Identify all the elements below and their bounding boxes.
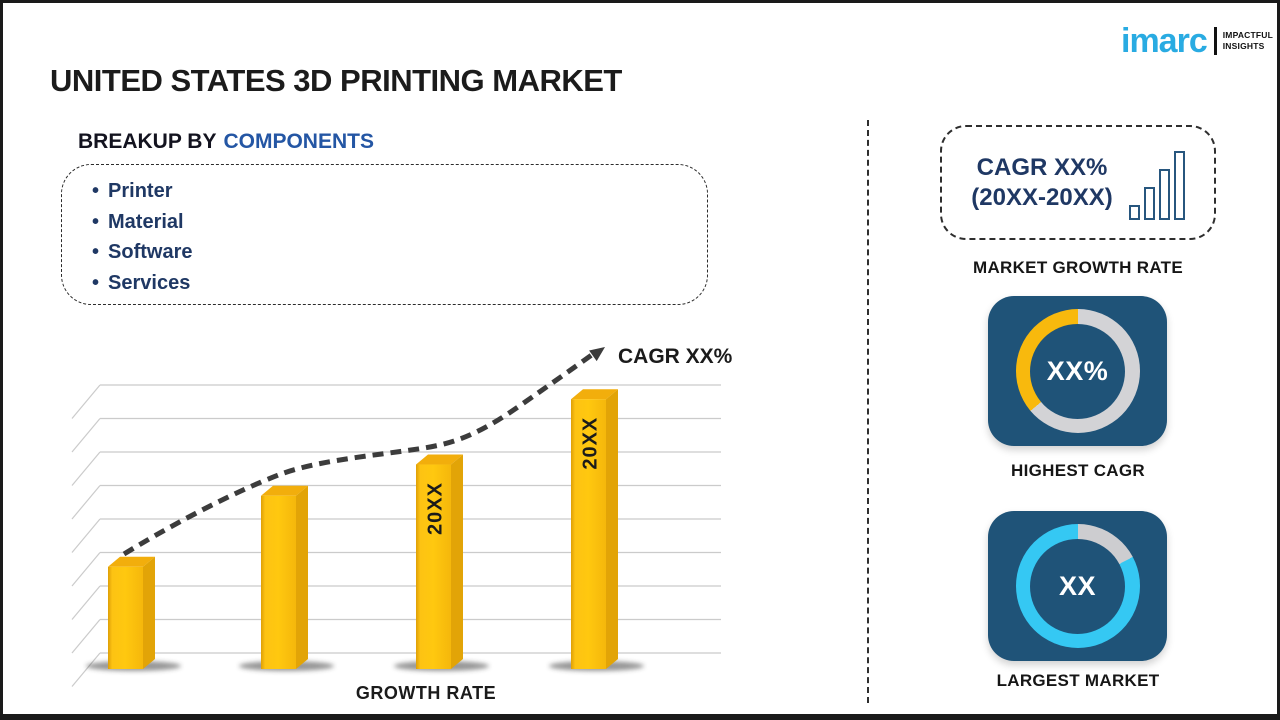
highest-cagr-card: XX% bbox=[988, 296, 1167, 446]
growth-bar-chart: 20XX 20XX bbox=[71, 347, 721, 687]
components-list-box: • Printer • Material • Software • Services bbox=[61, 164, 708, 305]
svg-text:20XX: 20XX bbox=[425, 482, 447, 535]
imarc-logo: imarc IMPACTFUL INSIGHTS bbox=[1121, 19, 1273, 63]
chart-x-axis-label: GROWTH RATE bbox=[355, 683, 497, 703]
list-item: • Services bbox=[92, 271, 191, 294]
largest-market-card: XX bbox=[988, 511, 1167, 661]
components-list: • Printer • Material • Software • Services bbox=[92, 176, 687, 298]
page-title: UNITED STATES 3D PRINTING MARKET bbox=[50, 63, 622, 98]
cagr-box-line1: CAGR XX% bbox=[976, 154, 1108, 182]
list-item: • Software bbox=[92, 241, 193, 263]
section-divider bbox=[867, 120, 869, 703]
largest-market-caption: LARGEST MARKET bbox=[996, 671, 1160, 690]
bullet-icon: • bbox=[92, 271, 100, 294]
breakup-heading-highlight: COMPONENTS bbox=[223, 130, 374, 153]
imarc-logo-word: imarc bbox=[1121, 22, 1208, 60]
logo-tagline: IMPACTFUL INSIGHTS bbox=[1223, 30, 1273, 51]
bullet-icon: • bbox=[92, 180, 100, 202]
largest-market-donut: XX bbox=[1015, 524, 1140, 648]
list-item: • Printer bbox=[92, 180, 173, 202]
bullet-icon: • bbox=[92, 241, 100, 263]
logo-divider bbox=[1213, 27, 1217, 55]
breakup-heading: BREAKUP BY COMPONENTS bbox=[78, 130, 374, 154]
cagr-box-line2: (20XX-20XX) bbox=[971, 183, 1113, 211]
list-item: • Material bbox=[92, 210, 184, 233]
svg-text:20XX: 20XX bbox=[580, 417, 602, 470]
breakup-heading-prefix: BREAKUP BY bbox=[78, 130, 217, 153]
market-growth-rate-box: CAGR XX% (20XX-20XX) bbox=[940, 125, 1216, 240]
cagr-box-text: CAGR XX% (20XX-20XX) bbox=[971, 153, 1112, 212]
highest-cagr-donut: XX% bbox=[1015, 309, 1140, 433]
bullet-icon: • bbox=[92, 210, 100, 233]
logo-tagline-line2: INSIGHTS bbox=[1222, 41, 1265, 51]
market-growth-rate-caption: MARKET GROWTH RATE bbox=[972, 258, 1183, 277]
highest-cagr-value: XX% bbox=[1046, 355, 1109, 386]
highest-cagr-caption: HIGHEST CAGR bbox=[1011, 461, 1145, 480]
logo-tagline-line1: IMPACTFUL bbox=[1222, 30, 1274, 41]
trend-cagr-label: CAGR XX% bbox=[618, 345, 733, 368]
growth-bars-icon bbox=[1128, 151, 1185, 220]
largest-market-value: XX bbox=[1058, 570, 1097, 601]
